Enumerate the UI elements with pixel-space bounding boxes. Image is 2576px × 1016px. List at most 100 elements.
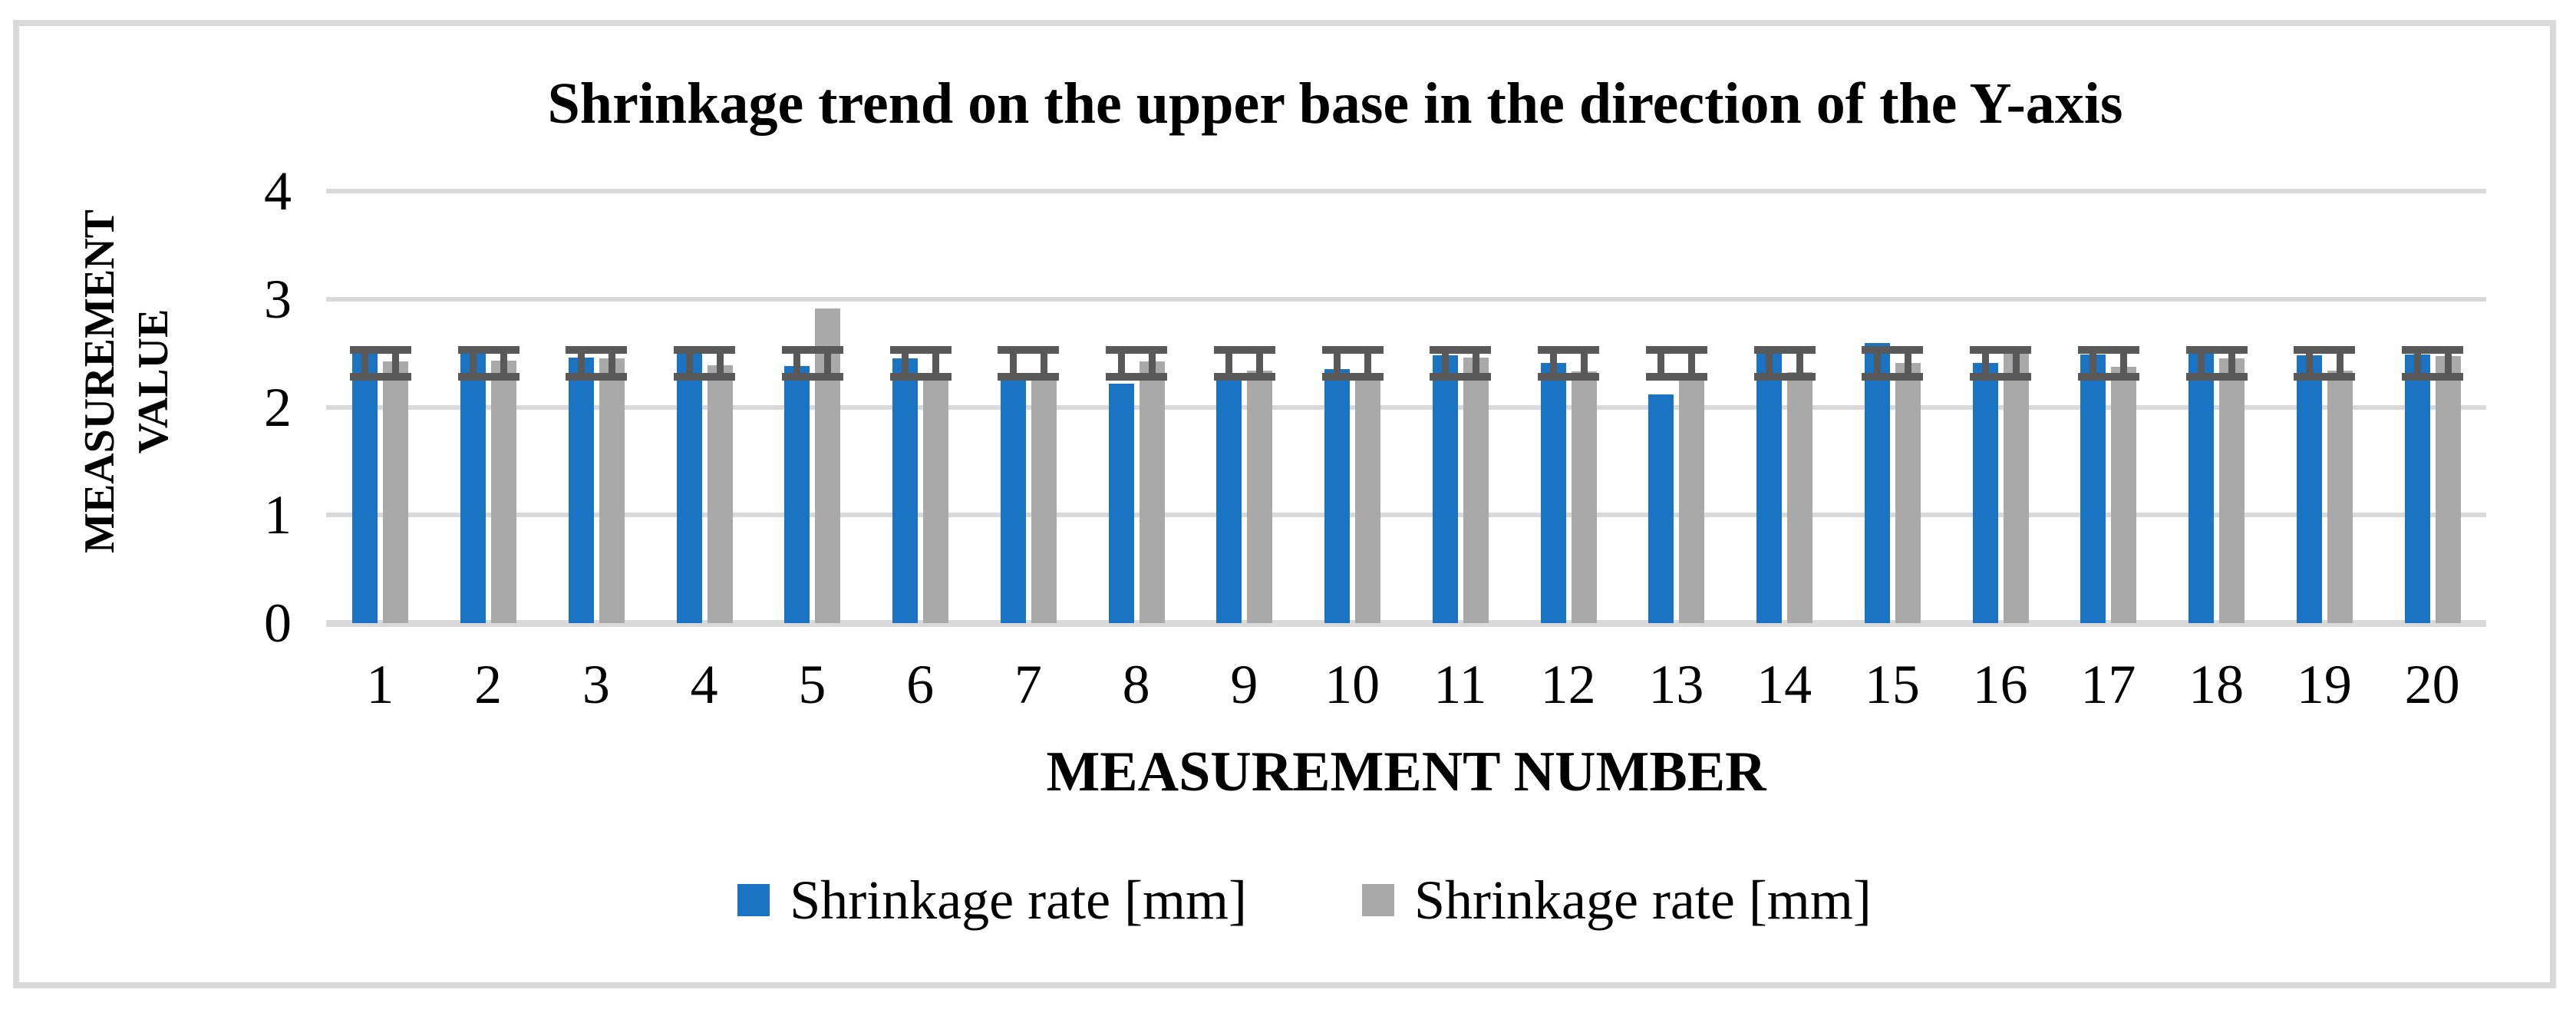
error-bar-line-s1-m4 (685, 345, 693, 381)
error-bar-line-s2-m2 (500, 345, 508, 381)
x-tick-label-12: 12 (1540, 654, 1596, 715)
x-tick-label-14: 14 (1756, 654, 1812, 715)
error-bar-bottom-cap-s1-m4 (674, 373, 705, 381)
error-bar-line-s2-m18 (2228, 345, 2236, 381)
error-bar-line-s2-m16 (2012, 345, 2020, 381)
bar-series1-m6 (892, 358, 919, 623)
bar-series2-m20 (2435, 356, 2461, 623)
error-bar-bottom-cap-s1-m14 (1753, 373, 1785, 381)
error-bar-top-cap-s2-m3 (596, 345, 628, 354)
gridline-y-1 (326, 513, 2486, 518)
x-tick-label-10: 10 (1324, 654, 1380, 715)
bar-series2-m2 (491, 360, 517, 623)
error-bar-top-cap-s1-m3 (566, 345, 597, 354)
error-bar-top-cap-s2-m16 (2000, 345, 2032, 354)
error-bar-line-s1-m8 (1117, 345, 1125, 381)
error-bar-top-cap-s2-m17 (2108, 345, 2139, 354)
error-bar-bottom-cap-s1-m7 (998, 373, 1029, 381)
gridline-y-4 (326, 189, 2486, 193)
error-bar-bottom-cap-s1-m6 (889, 373, 921, 381)
error-bar-line-s1-m17 (2089, 345, 2097, 381)
error-bar-top-cap-s2-m6 (920, 345, 952, 354)
error-bar-top-cap-s1-m6 (889, 345, 921, 354)
error-bar-top-cap-s1-m17 (2077, 345, 2109, 354)
error-bar-bottom-cap-s2-m2 (488, 373, 519, 381)
error-bar-bottom-cap-s2-m15 (1892, 373, 1924, 381)
bar-series2-m6 (923, 377, 949, 623)
error-bar-top-cap-s1-m8 (1106, 345, 1137, 354)
error-bar-line-s1-m12 (1549, 345, 1557, 381)
bar-series1-m3 (568, 357, 594, 623)
error-bar-top-cap-s2-m4 (704, 345, 736, 354)
y-tick-label-1: 1 (264, 484, 292, 546)
x-tick-label-9: 9 (1230, 654, 1258, 715)
error-bar-top-cap-s1-m9 (1213, 345, 1245, 354)
error-bar-top-cap-s1-m20 (2402, 345, 2433, 354)
error-bar-line-s2-m7 (1040, 345, 1047, 381)
error-bar-bottom-cap-s1-m12 (1538, 373, 1569, 381)
error-bar-line-s1-m18 (2198, 345, 2205, 381)
chart-title: Shrinkage trend on the upper base in the… (547, 71, 2123, 136)
error-bar-line-s1-m11 (1441, 345, 1449, 381)
bar-series1-m14 (1756, 353, 1783, 623)
bar-series1-m13 (1648, 394, 1674, 623)
error-bar-line-s2-m1 (392, 345, 400, 381)
error-bar-bottom-cap-s1-m10 (1321, 373, 1353, 381)
x-tick-label-7: 7 (1014, 654, 1042, 715)
error-bar-top-cap-s1-m15 (1862, 345, 1893, 354)
error-bar-top-cap-s2-m7 (1028, 345, 1060, 354)
error-bar-bottom-cap-s2-m10 (1352, 373, 1384, 381)
error-bar-bottom-cap-s2-m20 (2433, 373, 2464, 381)
x-tick-label-5: 5 (798, 654, 826, 715)
error-bar-bottom-cap-s1-m16 (1970, 373, 2001, 381)
error-bar-line-s2-m4 (716, 345, 724, 381)
bar-series1-m11 (1432, 355, 1458, 623)
gridline-y-2 (326, 404, 2486, 410)
error-bar-top-cap-s1-m10 (1321, 345, 1353, 354)
bar-series1-m18 (2188, 346, 2215, 623)
error-bar-line-s1-m7 (1009, 345, 1017, 381)
error-bar-line-s1-m16 (1981, 345, 1989, 381)
y-axis-title-line2: VALUE (130, 308, 177, 454)
x-tick-label-4: 4 (690, 654, 718, 715)
error-bar-line-s2-m19 (2336, 345, 2343, 381)
error-bar-bottom-cap-s1-m19 (2294, 373, 2325, 381)
error-bar-top-cap-s2-m15 (1892, 345, 1924, 354)
bar-series1-m5 (784, 366, 810, 623)
x-tick-label-16: 16 (1972, 654, 2028, 715)
bar-series2-m14 (1787, 372, 1813, 623)
error-bar-top-cap-s2-m19 (2324, 345, 2356, 354)
error-bar-bottom-cap-s2-m16 (2000, 373, 2032, 381)
x-tick-label-8: 8 (1122, 654, 1150, 715)
legend: Shrinkage rate [mm] Shrinkage rate [mm] (326, 866, 2283, 935)
bar-series1-m2 (460, 351, 487, 623)
error-bar-bottom-cap-s1-m17 (2077, 373, 2109, 381)
error-bar-bottom-cap-s1-m15 (1862, 373, 1893, 381)
error-bar-line-s2-m5 (824, 345, 832, 381)
bar-series2-m7 (1031, 377, 1057, 623)
error-bar-bottom-cap-s2-m3 (596, 373, 628, 381)
error-bar-bottom-cap-s1-m13 (1645, 373, 1677, 381)
bar-series1-m16 (1972, 362, 1998, 623)
error-bar-bottom-cap-s2-m4 (704, 373, 736, 381)
error-bar-bottom-cap-s2-m9 (1244, 373, 1275, 381)
error-bar-top-cap-s2-m5 (812, 345, 843, 354)
legend-item-series2: Shrinkage rate [mm] (1362, 869, 1872, 932)
error-bar-bottom-cap-s1-m9 (1213, 373, 1245, 381)
error-bar-top-cap-s1-m18 (2185, 345, 2217, 354)
error-bar-line-s2-m9 (1256, 345, 1264, 381)
error-bar-line-s1-m10 (1334, 345, 1341, 381)
y-tick-label-3: 3 (264, 268, 292, 330)
gridline-y-3 (326, 296, 2486, 302)
error-bar-bottom-cap-s2-m12 (1568, 373, 1600, 381)
error-bar-top-cap-s1-m1 (349, 345, 381, 354)
x-tick-label-18: 18 (2188, 654, 2245, 715)
error-bar-top-cap-s2-m10 (1352, 345, 1384, 354)
bar-series2-m17 (2111, 367, 2137, 623)
plot-area (326, 189, 2486, 627)
error-bar-line-s2-m8 (1148, 345, 1156, 381)
error-bar-top-cap-s2-m20 (2433, 345, 2464, 354)
error-bar-line-s2-m10 (1364, 345, 1372, 381)
error-bar-bottom-cap-s2-m18 (2216, 373, 2248, 381)
x-tick-label-2: 2 (474, 654, 503, 715)
